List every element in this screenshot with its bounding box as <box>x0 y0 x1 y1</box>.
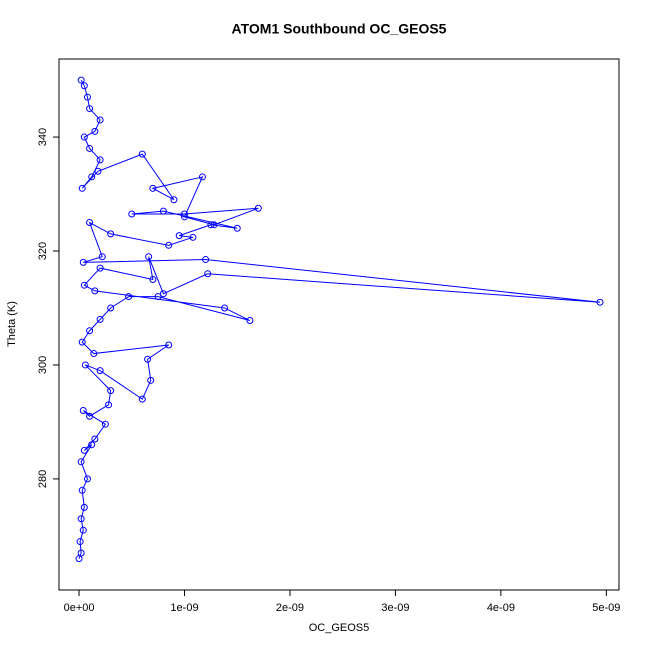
data-point <box>78 338 86 346</box>
data-point <box>80 446 88 454</box>
data-point <box>254 204 262 212</box>
data-point <box>138 395 146 403</box>
data-point <box>78 184 86 192</box>
data-point <box>128 210 136 218</box>
data-point <box>76 538 84 546</box>
data-point <box>96 264 104 272</box>
x-tick-label: 4e-09 <box>487 602 515 614</box>
data-point <box>107 387 115 395</box>
data-point <box>80 133 88 141</box>
data-point <box>180 210 188 218</box>
x-axis-label: OC_GEOS5 <box>309 622 370 634</box>
data-point <box>210 221 218 229</box>
data-point <box>86 144 94 152</box>
y-tick-label: 340 <box>37 128 49 146</box>
data-point <box>165 241 173 249</box>
data-point <box>79 258 87 266</box>
data-point <box>81 361 89 369</box>
data-point <box>79 407 87 415</box>
data-point <box>145 253 153 261</box>
data-point <box>198 173 206 181</box>
data-point <box>149 275 157 283</box>
data-point <box>96 156 104 164</box>
data-point <box>125 293 133 301</box>
data-point <box>80 281 88 289</box>
data-point <box>96 315 104 323</box>
data-point <box>96 367 104 375</box>
y-tick-label: 300 <box>37 356 49 374</box>
data-point <box>91 127 99 135</box>
data-point <box>175 232 183 240</box>
data-point <box>80 82 88 90</box>
data-point <box>86 327 94 335</box>
data-point <box>86 105 94 113</box>
data-point <box>78 486 86 494</box>
data-point <box>101 420 109 428</box>
data-point <box>138 150 146 158</box>
x-tick-label: 1e-09 <box>170 602 198 614</box>
data-point <box>149 184 157 192</box>
data-point <box>246 317 254 325</box>
y-tick-label: 280 <box>37 470 49 488</box>
data-point <box>144 355 152 363</box>
x-tick-label: 3e-09 <box>381 602 409 614</box>
x-tick-label: 0e+00 <box>64 602 95 614</box>
data-point <box>77 515 85 523</box>
y-tick-label: 320 <box>37 242 49 260</box>
data-point <box>96 116 104 124</box>
data-point <box>170 196 178 204</box>
data-point <box>189 233 197 241</box>
data-point <box>77 76 85 84</box>
data-point <box>596 298 604 306</box>
data-point <box>154 293 162 301</box>
data-point <box>77 458 85 466</box>
plot-frame <box>58 58 620 591</box>
data-point <box>83 93 91 101</box>
data-point <box>88 173 96 181</box>
data-point <box>207 221 215 229</box>
data-point <box>86 219 94 227</box>
data-point <box>91 287 99 295</box>
data-point <box>94 167 102 175</box>
data-point <box>80 503 88 511</box>
data-point <box>159 207 167 215</box>
data-point <box>75 555 83 563</box>
data-point <box>180 213 188 221</box>
data-point <box>86 412 94 420</box>
data-point <box>165 341 173 349</box>
chart-title: ATOM1 Southbound OC_GEOS5 <box>232 21 447 37</box>
data-point <box>79 526 87 534</box>
x-tick-label: 5e-09 <box>592 602 620 614</box>
data-point <box>98 253 106 261</box>
data-point <box>107 230 115 238</box>
data-point <box>147 376 155 384</box>
data-point <box>107 304 115 312</box>
x-tick-label: 2e-09 <box>276 602 304 614</box>
data-point <box>88 441 96 449</box>
data-point <box>233 224 241 232</box>
data-point <box>202 256 210 264</box>
data-point <box>105 401 113 409</box>
data-point <box>90 350 98 358</box>
data-point <box>83 475 91 483</box>
data-point <box>221 304 229 312</box>
y-axis-label: Theta (K) <box>6 301 18 347</box>
data-point <box>204 270 212 278</box>
data-point <box>159 290 167 298</box>
data-point <box>91 435 99 443</box>
